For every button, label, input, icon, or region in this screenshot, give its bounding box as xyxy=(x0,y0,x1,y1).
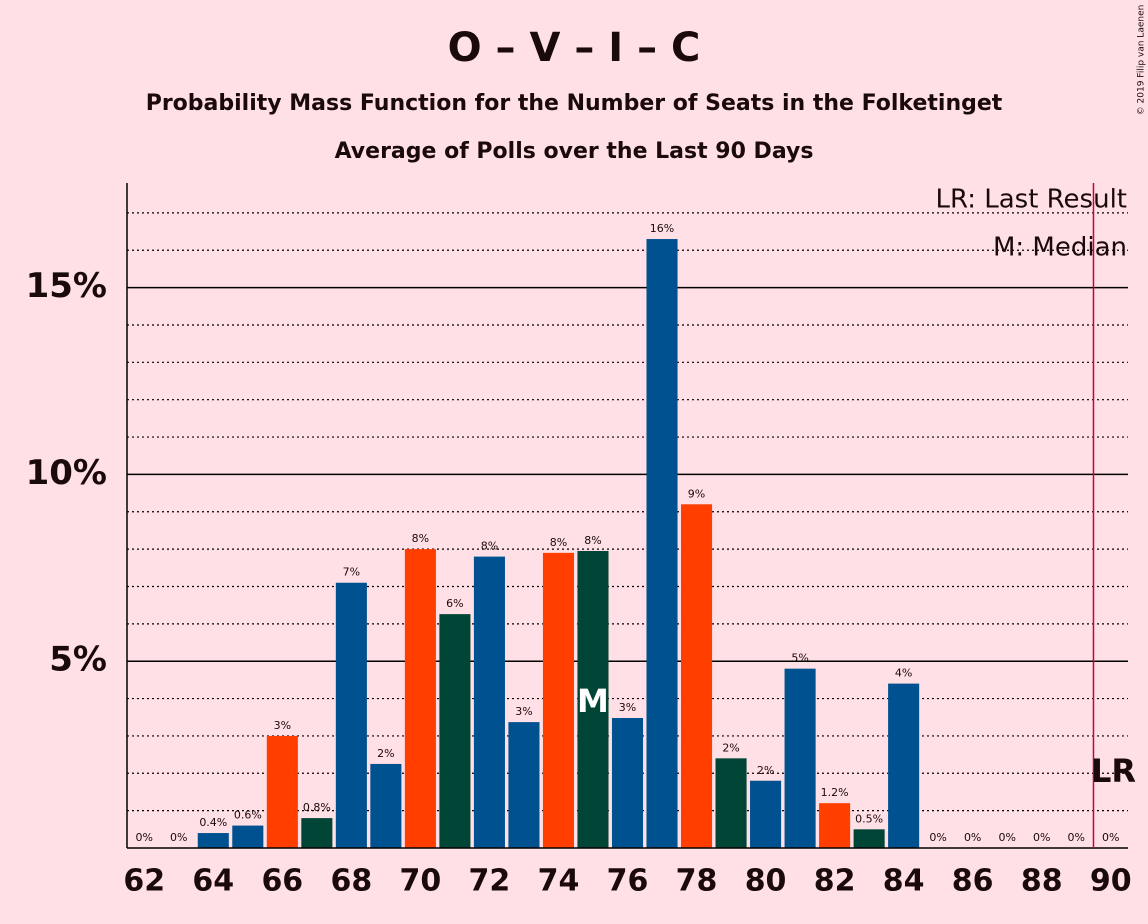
bar xyxy=(301,818,333,848)
bar xyxy=(473,556,505,848)
bar xyxy=(335,582,367,848)
x-tick-label: 88 xyxy=(1021,864,1063,899)
value-label: 0% xyxy=(998,831,1015,844)
x-tick-label: 62 xyxy=(123,864,165,899)
value-label: 8% xyxy=(584,534,601,547)
bar xyxy=(577,550,609,848)
y-tick-label: 5% xyxy=(49,640,107,680)
value-label: 1.2% xyxy=(821,786,849,799)
bar xyxy=(750,780,782,848)
x-tick-label: 78 xyxy=(676,864,718,899)
value-label: 0% xyxy=(964,831,981,844)
x-tick-label: 84 xyxy=(883,864,925,899)
value-label: 0% xyxy=(136,831,153,844)
bar xyxy=(715,758,747,848)
value-label: 0% xyxy=(1102,831,1119,844)
value-label: 8% xyxy=(481,540,498,553)
x-tick-label: 64 xyxy=(192,864,234,899)
chart-title: O – V – I – C xyxy=(448,25,701,71)
bar xyxy=(370,763,402,848)
bar xyxy=(681,504,713,848)
subtitle: Average of Polls over the Last 90 Days xyxy=(335,139,814,164)
value-label: 0.6% xyxy=(234,809,262,822)
x-tick-label: 82 xyxy=(814,864,856,899)
value-label: 3% xyxy=(274,719,291,732)
value-label: 2% xyxy=(377,747,394,760)
legend-entry: M: Median xyxy=(993,233,1127,263)
value-label: 4% xyxy=(895,667,912,680)
bar xyxy=(888,683,920,848)
value-label: 8% xyxy=(412,532,429,545)
x-tick-label: 86 xyxy=(952,864,994,899)
bar xyxy=(404,549,436,848)
y-tick-label: 10% xyxy=(26,453,107,493)
x-tick-label: 74 xyxy=(538,864,580,899)
value-label: 2% xyxy=(722,741,739,754)
value-label: 0.8% xyxy=(303,801,331,814)
value-label: 0% xyxy=(1033,831,1050,844)
value-label: 2% xyxy=(757,764,774,777)
median-label: M xyxy=(577,682,609,720)
value-label: 3% xyxy=(619,701,636,714)
value-label: 16% xyxy=(650,222,674,235)
value-label: 0% xyxy=(1067,831,1084,844)
bar xyxy=(508,722,540,848)
value-label: 3% xyxy=(515,705,532,718)
x-tick-label: 68 xyxy=(330,864,372,899)
bar xyxy=(232,825,264,848)
value-label: 0.4% xyxy=(199,816,227,829)
subtitle: Probability Mass Function for the Number… xyxy=(146,91,1003,116)
bar xyxy=(197,833,229,848)
x-tick-label: 70 xyxy=(400,864,442,899)
x-tick-label: 66 xyxy=(261,864,303,899)
x-tick-label: 76 xyxy=(607,864,649,899)
legend-entry: LR: Last Result xyxy=(935,185,1127,215)
x-tick-label: 80 xyxy=(745,864,787,899)
x-tick-label: 90 xyxy=(1090,864,1132,899)
y-tick-label: 15% xyxy=(26,266,107,306)
bar xyxy=(439,614,471,848)
value-label: 6% xyxy=(446,597,463,610)
value-label: 0% xyxy=(929,831,946,844)
x-tick-label: 72 xyxy=(469,864,511,899)
bar xyxy=(853,829,885,848)
value-label: 9% xyxy=(688,487,705,500)
value-label: 0.5% xyxy=(855,812,883,825)
bar xyxy=(542,552,574,848)
value-label: 7% xyxy=(343,566,360,579)
bar xyxy=(784,668,816,848)
value-label: 0% xyxy=(170,831,187,844)
credit: © 2019 Filip van Laenen xyxy=(1137,5,1147,116)
bar xyxy=(266,735,298,848)
bar xyxy=(819,803,851,848)
bar xyxy=(611,717,644,848)
value-label: 5% xyxy=(791,652,808,665)
bar xyxy=(646,239,678,849)
last-result-label: LR xyxy=(1091,752,1136,790)
value-label: 8% xyxy=(550,536,567,549)
